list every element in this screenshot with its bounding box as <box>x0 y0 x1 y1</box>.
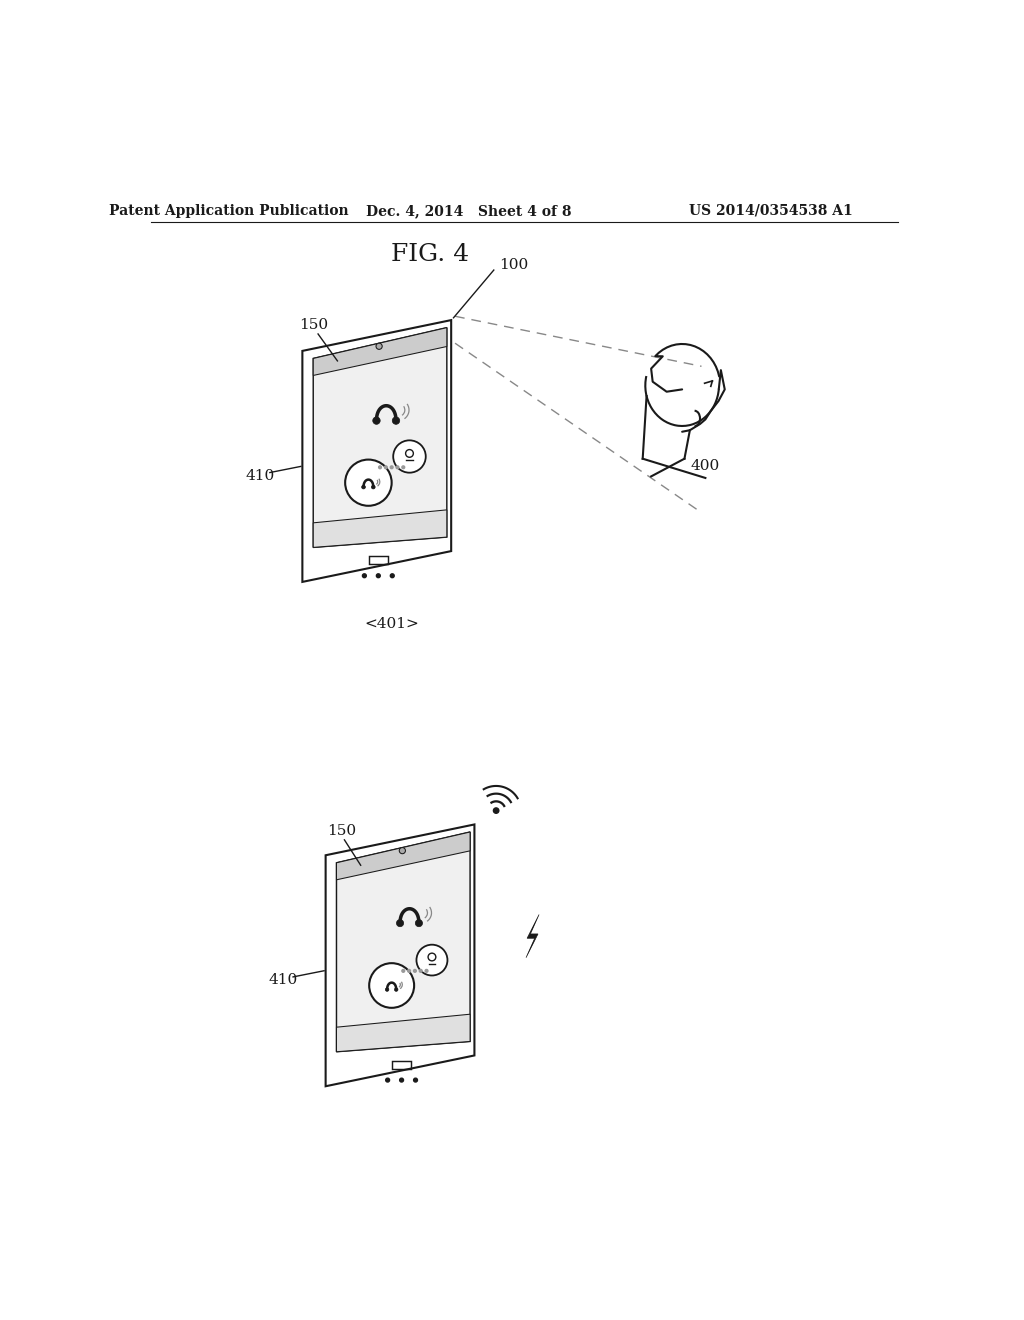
Circle shape <box>392 417 399 424</box>
Circle shape <box>377 574 380 578</box>
Polygon shape <box>326 825 474 1086</box>
Circle shape <box>372 486 375 488</box>
Circle shape <box>396 920 403 927</box>
Polygon shape <box>313 510 446 548</box>
Text: 410: 410 <box>245 469 274 483</box>
Circle shape <box>408 969 411 973</box>
Circle shape <box>386 1078 389 1082</box>
Text: 150: 150 <box>299 318 328 331</box>
Polygon shape <box>313 327 446 548</box>
Circle shape <box>401 969 404 973</box>
Circle shape <box>414 1078 418 1082</box>
Text: US 2014/0354538 A1: US 2014/0354538 A1 <box>689 203 853 218</box>
Circle shape <box>399 847 406 854</box>
Polygon shape <box>337 832 470 1052</box>
Polygon shape <box>302 321 452 582</box>
Text: <401>: <401> <box>365 618 419 631</box>
Circle shape <box>379 466 381 469</box>
Circle shape <box>419 969 422 973</box>
Circle shape <box>376 343 382 350</box>
Circle shape <box>370 964 414 1008</box>
Circle shape <box>394 987 398 991</box>
Polygon shape <box>526 915 539 958</box>
Text: 150: 150 <box>327 824 356 838</box>
Circle shape <box>361 486 366 488</box>
Polygon shape <box>337 1014 470 1052</box>
Circle shape <box>494 808 499 813</box>
Polygon shape <box>337 832 470 880</box>
Circle shape <box>390 574 394 578</box>
Text: 410: 410 <box>268 973 298 987</box>
Circle shape <box>399 1078 403 1082</box>
Circle shape <box>373 417 380 424</box>
Text: FIG. 4: FIG. 4 <box>391 243 469 267</box>
Circle shape <box>414 969 417 973</box>
Circle shape <box>396 466 399 469</box>
Circle shape <box>345 459 391 506</box>
Circle shape <box>385 987 389 991</box>
Circle shape <box>417 945 447 975</box>
Circle shape <box>425 969 428 973</box>
Circle shape <box>384 466 387 469</box>
Text: 100: 100 <box>500 257 528 272</box>
Circle shape <box>362 574 367 578</box>
Circle shape <box>401 466 404 469</box>
Text: Patent Application Publication: Patent Application Publication <box>109 203 348 218</box>
Polygon shape <box>313 327 446 375</box>
Circle shape <box>393 441 426 473</box>
Text: Dec. 4, 2014   Sheet 4 of 8: Dec. 4, 2014 Sheet 4 of 8 <box>367 203 571 218</box>
Text: 400: 400 <box>691 459 720 474</box>
Circle shape <box>390 466 393 469</box>
Circle shape <box>416 920 423 927</box>
